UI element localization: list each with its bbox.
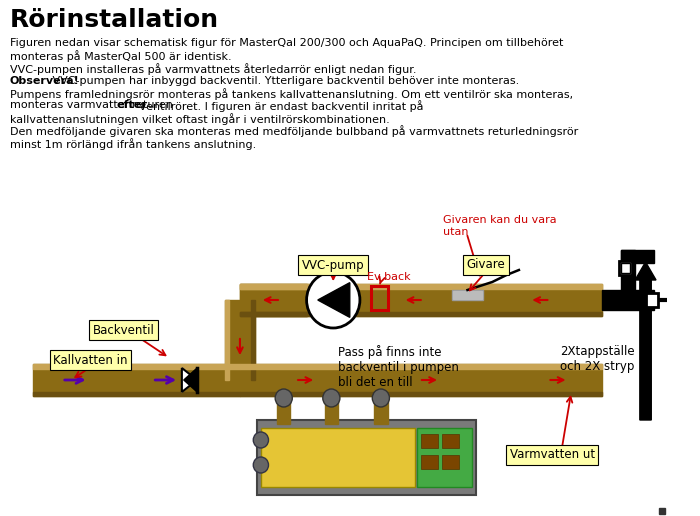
Bar — [257, 420, 476, 495]
Bar — [240, 364, 602, 369]
Bar — [442, 455, 459, 469]
Text: Kallvatten in: Kallvatten in — [53, 353, 127, 366]
Text: Backventil: Backventil — [93, 324, 155, 336]
Text: VVC-pumpen installeras på varmvattnets återledarrör enligt nedan figur.: VVC-pumpen installeras på varmvattnets å… — [10, 63, 416, 75]
Bar — [240, 312, 307, 316]
Bar — [621, 250, 635, 300]
Bar — [619, 261, 632, 275]
Bar — [621, 263, 630, 273]
Bar — [225, 300, 230, 380]
Text: monteras varmvattenreturen: monteras varmvattenreturen — [10, 101, 176, 110]
FancyArrow shape — [635, 262, 656, 420]
Text: minst 1m rörlängd ifrån tankens anslutning.: minst 1m rörlängd ifrån tankens anslutni… — [10, 138, 256, 150]
Polygon shape — [182, 368, 197, 392]
Bar — [602, 290, 654, 310]
Bar — [442, 434, 459, 448]
Bar — [645, 293, 658, 307]
Circle shape — [253, 432, 269, 448]
Text: Givaren kan du vara
utan: Givaren kan du vara utan — [442, 215, 556, 237]
Bar — [621, 250, 654, 263]
Bar — [240, 284, 602, 289]
Text: Figuren nedan visar schematisk figur för MasterQal 200/300 och AquaPaQ. Principe: Figuren nedan visar schematisk figur för… — [10, 38, 563, 48]
Text: monteras på MasterQal 500 är identisk.: monteras på MasterQal 500 är identisk. — [10, 51, 231, 62]
Text: VVC-pumpen har inbyggd backventil. Ytterligare backventil behöver inte monteras.: VVC-pumpen har inbyggd backventil. Ytter… — [49, 75, 519, 86]
Bar — [277, 398, 290, 424]
Circle shape — [307, 272, 360, 328]
Circle shape — [372, 389, 389, 407]
Bar — [240, 284, 307, 316]
Bar — [240, 364, 602, 396]
Circle shape — [253, 457, 269, 473]
Bar — [421, 455, 438, 469]
Text: ventilröret. I figuren är endast backventil inritat på: ventilröret. I figuren är endast backven… — [136, 101, 424, 112]
Bar — [452, 290, 483, 300]
Bar — [240, 392, 602, 396]
Bar — [453, 291, 482, 299]
Bar — [647, 294, 657, 306]
Bar — [261, 428, 415, 487]
Text: 2Xtappställe
och 2X stryp: 2Xtappställe och 2X stryp — [560, 345, 634, 373]
Bar — [417, 428, 473, 487]
Circle shape — [323, 389, 340, 407]
Text: Observera!: Observera! — [10, 75, 79, 86]
Bar — [251, 300, 256, 380]
Bar — [34, 392, 240, 396]
Text: VVC-pump: VVC-pump — [302, 259, 365, 271]
Text: Rörinstallation: Rörinstallation — [10, 8, 218, 32]
Text: Varmvatten ut: Varmvatten ut — [510, 448, 595, 461]
Text: kallvattenanslutningen vilket oftast ingår i ventilrörskombinationen.: kallvattenanslutningen vilket oftast ing… — [10, 113, 389, 125]
Bar — [240, 284, 602, 316]
Text: Pumpens framledningsrör monteras på tankens kallvattenanslutning. Om ett ventilr: Pumpens framledningsrör monteras på tank… — [10, 88, 573, 100]
Text: Givare: Givare — [466, 259, 505, 271]
Polygon shape — [318, 283, 350, 317]
Bar — [34, 364, 240, 369]
Bar — [371, 286, 388, 310]
Text: Ev back: Ev back — [367, 272, 410, 282]
Bar — [620, 262, 631, 274]
Circle shape — [275, 389, 293, 407]
Text: efter: efter — [116, 101, 147, 110]
Bar — [225, 300, 256, 380]
Bar — [240, 312, 602, 316]
Polygon shape — [184, 368, 197, 392]
Bar — [325, 398, 338, 424]
Bar — [240, 284, 307, 289]
Text: Pass på finns inte
backventil i pumpen
bli det en till: Pass på finns inte backventil i pumpen b… — [338, 345, 459, 389]
Bar — [34, 364, 240, 396]
Bar — [374, 398, 388, 424]
Text: Den medföljande givaren ska monteras med medföljande bulbband på varmvattnets re: Den medföljande givaren ska monteras med… — [10, 125, 577, 137]
Bar — [421, 434, 438, 448]
